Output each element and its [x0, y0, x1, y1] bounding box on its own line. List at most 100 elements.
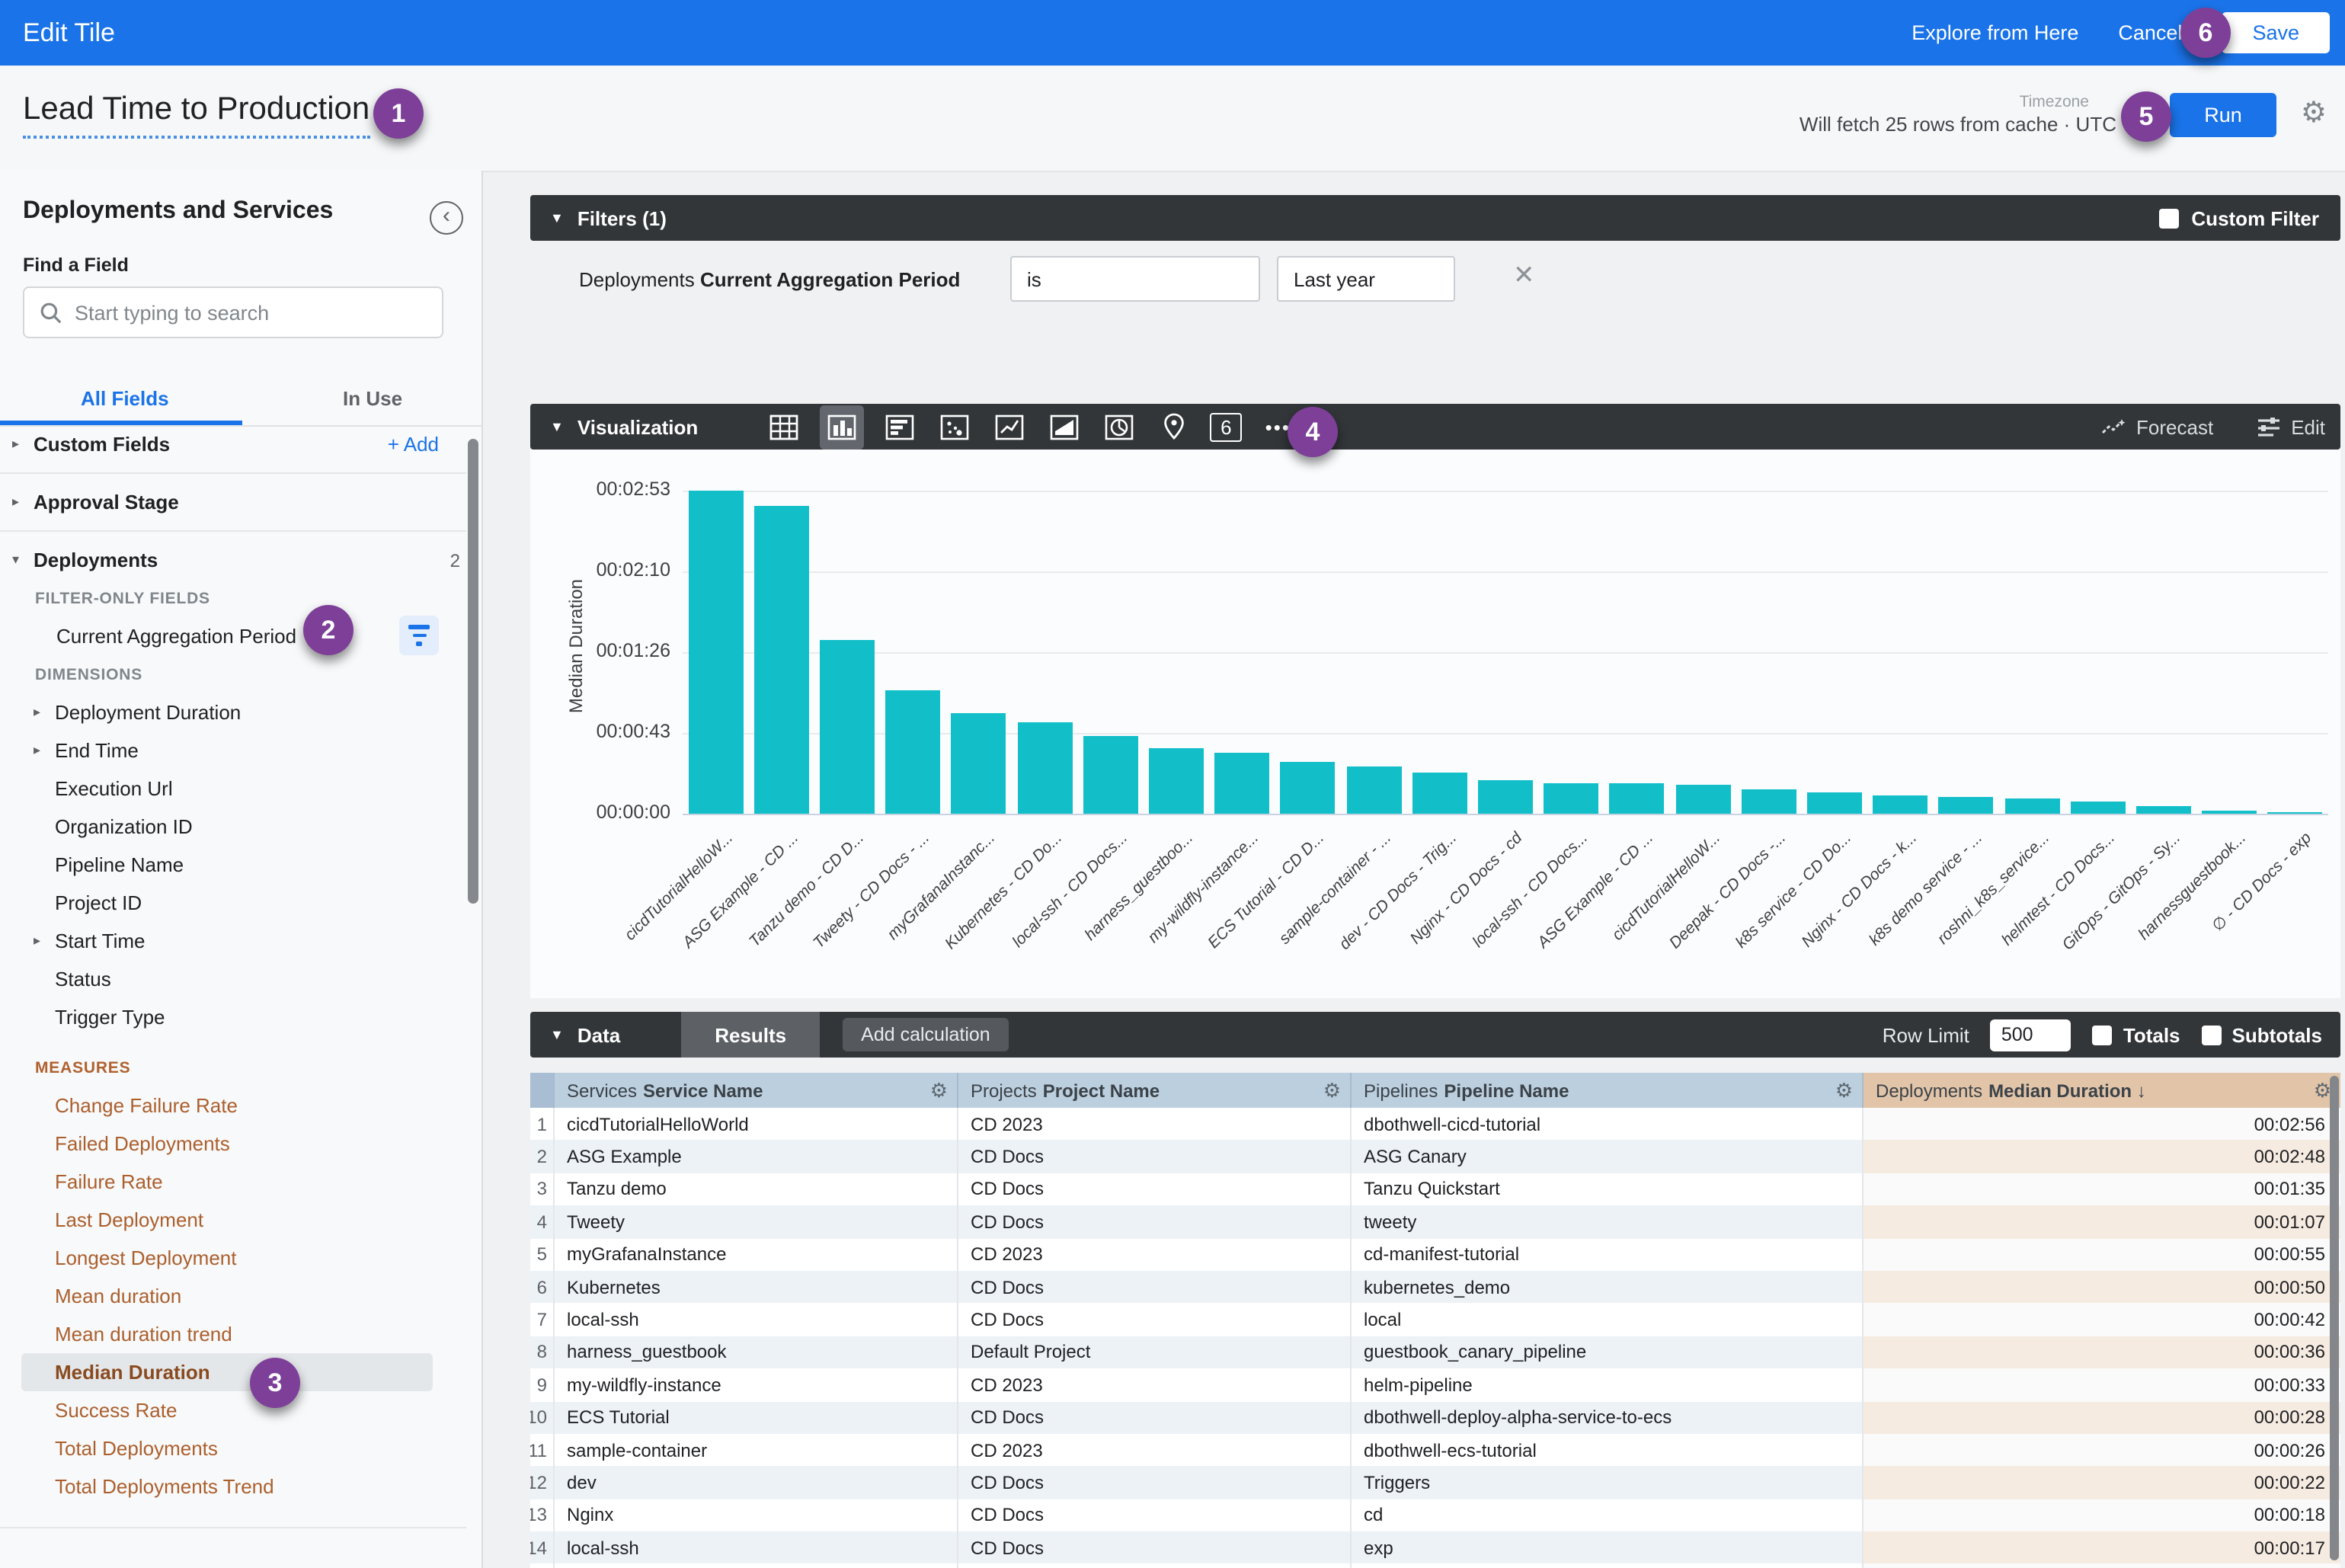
area-chart-icon[interactable]: [1045, 408, 1083, 446]
tab-all-fields[interactable]: All Fields: [81, 387, 169, 410]
subtotals-toggle[interactable]: Subtotals: [2202, 1023, 2322, 1046]
cancel-button[interactable]: Cancel: [2118, 21, 2182, 44]
caret-right-icon[interactable]: ▸: [12, 494, 34, 510]
data-section-header[interactable]: ▼ Data Results Add calculation Row Limit…: [530, 1012, 2340, 1058]
gear-icon[interactable]: ⚙: [1835, 1078, 1853, 1102]
bar-11[interactable]: [1412, 773, 1467, 814]
measure-item[interactable]: ▸Mean duration trend: [21, 1315, 466, 1353]
chevron-left-circle-icon[interactable]: ‹: [430, 201, 463, 235]
measure-item[interactable]: ▸Total Deployments Trend: [21, 1467, 466, 1506]
table-row[interactable]: 3Tanzu demoCD DocsTanzu Quickstart00:01:…: [530, 1173, 2340, 1206]
measure-item[interactable]: ▸Median Duration: [21, 1353, 433, 1391]
collapse-triangle-icon[interactable]: ▼: [550, 210, 564, 226]
dimension-item[interactable]: ▸Start Time: [21, 922, 466, 960]
table-row[interactable]: 5myGrafanaInstanceCD 2023cd-manifest-tut…: [530, 1238, 2340, 1271]
results-tab[interactable]: Results: [681, 1012, 820, 1058]
bar-24[interactable]: [2268, 811, 2323, 814]
bar-6[interactable]: [1083, 736, 1137, 814]
scatter-icon[interactable]: [936, 408, 974, 446]
bar-18[interactable]: [1873, 795, 1928, 814]
measure-item[interactable]: ▸Failed Deployments: [21, 1125, 466, 1163]
measure-item[interactable]: ▸Change Failure Rate: [21, 1086, 466, 1125]
visualization-section-header[interactable]: ▼ Visualization 6 ••• Forecast Edit: [530, 404, 2340, 450]
bar-12[interactable]: [1478, 780, 1533, 814]
column-header[interactable]: DeploymentsMedian Duration ↓⚙: [1864, 1073, 2340, 1108]
table-row[interactable]: 9my-wildfly-instanceCD 2023helm-pipeline…: [530, 1368, 2340, 1401]
bar-5[interactable]: [1017, 722, 1072, 814]
column-header[interactable]: ServicesService Name⚙: [555, 1073, 958, 1108]
bar-0[interactable]: [688, 491, 743, 814]
filter-operator-input[interactable]: is: [1010, 256, 1260, 302]
table-row[interactable]: 11sample-containerCD 2023dbothwell-ecs-t…: [530, 1434, 2340, 1467]
totals-checkbox[interactable]: [2093, 1025, 2113, 1045]
bar-13[interactable]: [1544, 783, 1598, 814]
dimension-item[interactable]: ▸Project ID: [21, 884, 466, 922]
measure-item[interactable]: ▸Longest Deployment: [21, 1239, 466, 1277]
table-row[interactable]: 4TweetyCD Docstweety00:01:07: [530, 1205, 2340, 1238]
dimension-item[interactable]: ▸Execution Url: [21, 770, 466, 808]
measure-item[interactable]: ▸Total Deployments: [21, 1429, 466, 1467]
filters-section-header[interactable]: ▼ Filters (1) Custom Filter: [530, 195, 2340, 241]
subtotals-checkbox[interactable]: [2202, 1025, 2222, 1045]
timezone-dropdown[interactable]: Timezone: [2020, 93, 2089, 111]
table-row[interactable]: 12devCD DocsTriggers00:00:22: [530, 1467, 2340, 1499]
gear-icon[interactable]: ⚙: [930, 1078, 948, 1102]
gear-icon[interactable]: ⚙: [2314, 1078, 2331, 1102]
measure-item[interactable]: ▸Last Deployment: [21, 1201, 466, 1239]
save-button[interactable]: Save: [2222, 12, 2330, 53]
bar-7[interactable]: [1149, 748, 1204, 814]
table-row[interactable]: 1cicdTutorialHelloWorldCD 2023dbothwell-…: [530, 1108, 2340, 1141]
measure-item[interactable]: ▸Success Rate: [21, 1391, 466, 1429]
close-icon[interactable]: ✕: [1513, 261, 1535, 291]
column-header[interactable]: ProjectsProject Name⚙: [958, 1073, 1352, 1108]
caret-right-icon[interactable]: ▸: [34, 742, 55, 759]
map-pin-icon[interactable]: [1155, 408, 1193, 446]
bar-chart-icon[interactable]: [881, 408, 919, 446]
dimension-item[interactable]: ▸Deployment Duration: [21, 693, 466, 731]
bar-2[interactable]: [820, 640, 875, 814]
group-approval-stage[interactable]: ▸Approval Stage: [0, 483, 466, 521]
column-chart-icon[interactable]: [820, 405, 864, 449]
bar-20[interactable]: [2004, 798, 2059, 814]
group-deployments[interactable]: ▾Deployments2: [0, 541, 466, 579]
table-row[interactable]: 2ASG ExampleCD DocsASG Canary00:02:48: [530, 1141, 2340, 1173]
edit-button[interactable]: Edit: [2256, 415, 2325, 438]
dimension-item[interactable]: ▸End Time: [21, 731, 466, 770]
table-scrollbar[interactable]: [2330, 1076, 2339, 1560]
row-limit-input[interactable]: 500: [1991, 1019, 2071, 1051]
caret-right-icon[interactable]: ▸: [34, 704, 55, 721]
dimension-item[interactable]: ▸Organization ID: [21, 808, 466, 846]
bar-17[interactable]: [1807, 792, 1862, 814]
totals-toggle[interactable]: Totals: [2093, 1023, 2180, 1046]
gear-icon[interactable]: ⚙: [2301, 96, 2327, 131]
collapse-triangle-icon[interactable]: ▼: [550, 419, 564, 434]
measure-item[interactable]: ▸Failure Rate: [21, 1163, 466, 1201]
filter-value-input[interactable]: Last year: [1277, 256, 1455, 302]
add-custom-field-button[interactable]: + Add: [388, 433, 439, 456]
bar-21[interactable]: [2070, 802, 2125, 814]
measure-item[interactable]: ▸Mean duration: [21, 1277, 466, 1315]
custom-filter-checkbox[interactable]: [2159, 208, 2179, 228]
run-button[interactable]: Run: [2170, 93, 2276, 137]
bar-14[interactable]: [1610, 783, 1665, 814]
group-custom-fields[interactable]: ▸Custom Fields+ Add: [0, 425, 466, 463]
filter-icon[interactable]: [399, 616, 439, 655]
tab-in-use[interactable]: In Use: [343, 387, 402, 410]
bar-4[interactable]: [952, 713, 1006, 814]
table-row[interactable]: 6KubernetesCD Docskubernetes_demo00:00:5…: [530, 1271, 2340, 1304]
pie-chart-icon[interactable]: [1100, 408, 1138, 446]
caret-right-icon[interactable]: ▸: [34, 933, 55, 949]
bar-16[interactable]: [1741, 789, 1796, 814]
tile-title[interactable]: Lead Time to Production: [23, 91, 370, 139]
bar-15[interactable]: [1675, 785, 1730, 814]
column-header[interactable]: PipelinesPipeline Name⚙: [1352, 1073, 1864, 1108]
table-row[interactable]: 14local-sshCD Docsexp00:00:17: [530, 1531, 2340, 1564]
bar-23[interactable]: [2202, 811, 2257, 814]
single-value-icon[interactable]: 6: [1210, 412, 1242, 441]
collapse-triangle-icon[interactable]: ▼: [550, 1027, 564, 1042]
bar-10[interactable]: [1346, 766, 1401, 814]
gear-icon[interactable]: ⚙: [1323, 1078, 1341, 1102]
bar-3[interactable]: [885, 690, 940, 814]
caret-right-icon[interactable]: ▸: [12, 436, 34, 453]
line-chart-icon[interactable]: [990, 408, 1029, 446]
